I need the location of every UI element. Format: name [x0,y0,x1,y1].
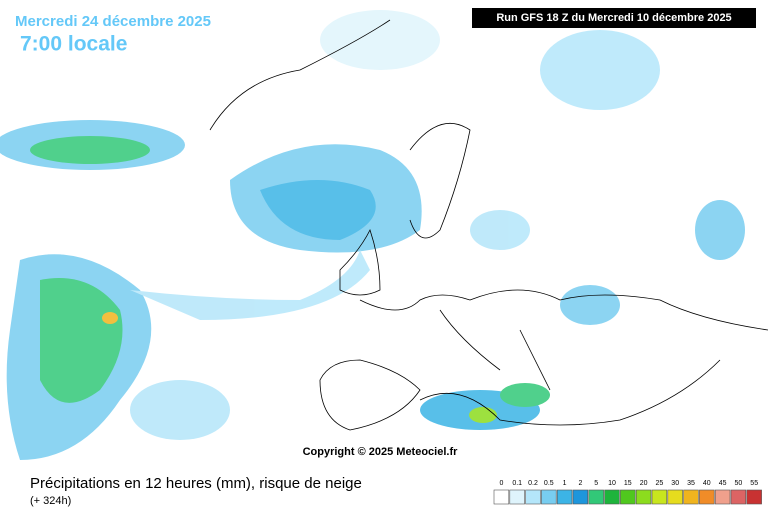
legend-swatch [746,489,762,505]
run-label: Run GFS 18 Z du Mercredi 10 décembre 202… [496,12,731,24]
coastline [319,359,421,431]
time-label: 7:00 locale [20,33,127,56]
legend-swatch [525,489,541,505]
legend-swatch [699,489,715,505]
legend-label: 1 [563,480,567,487]
legend-label: 5 [594,480,598,487]
coastline [359,289,768,331]
legend-label: 2 [578,480,582,487]
legend-swatch [714,489,731,505]
legend-swatch [541,489,557,505]
precip-area [320,10,440,70]
coastline [419,359,721,426]
legend: 0 0.1 0.2 0.5 1 2 5 10 15 20 25 30 35 40 45 50 55 [493,480,762,505]
legend-swatch [509,489,525,505]
legend-swatch [604,489,620,505]
legend-swatch [572,489,589,505]
coastlines [209,19,768,431]
precip-area [560,285,620,325]
precip-area [40,278,123,403]
legend-swatch [651,489,668,505]
legend-label: 50 [735,480,743,487]
legend-swatch [667,489,683,505]
coastline [339,228,381,296]
legend-swatch [588,489,604,505]
legend-swatch [620,489,636,505]
legend-label: 0.1 [512,480,522,487]
legend-label: 55 [750,480,758,487]
legend-swatch [683,489,699,505]
precip-area [130,380,230,440]
coastline [209,19,391,131]
legend-label: 0 [499,480,503,487]
precip-area [540,30,660,110]
precip-area [30,136,150,164]
date-label: Mercredi 24 décembre 2025 [15,13,211,30]
precip-area [102,312,118,324]
legend-label: 0.5 [544,480,554,487]
coastline [409,122,471,239]
footer-title: Précipitations en 12 heures (mm), risque… [30,475,362,492]
copyright: Copyright © 2025 Meteociel.fr [303,446,459,458]
legend-label: 40 [703,480,711,487]
lead-time: (+ 324h) [30,495,71,507]
precip-area [695,200,745,260]
precip-area [469,407,497,423]
legend-swatch [730,489,747,505]
legend-label: 35 [687,480,695,487]
legend-label: 45 [719,480,727,487]
legend-swatch [493,489,510,505]
legend-label: 0.2 [528,480,538,487]
precipitation-fields [0,10,745,460]
coastline [439,309,551,391]
legend-label: 30 [671,480,679,487]
legend-label: 25 [656,480,664,487]
legend-swatch [556,489,573,505]
precip-area [500,383,550,407]
legend-label: 10 [608,480,616,487]
legend-label: 15 [624,480,632,487]
legend-label: 20 [640,480,648,487]
run-box [472,8,756,28]
precip-area [260,180,376,240]
precip-area [130,250,370,320]
legend-swatch [635,489,652,505]
precip-area [470,210,530,250]
